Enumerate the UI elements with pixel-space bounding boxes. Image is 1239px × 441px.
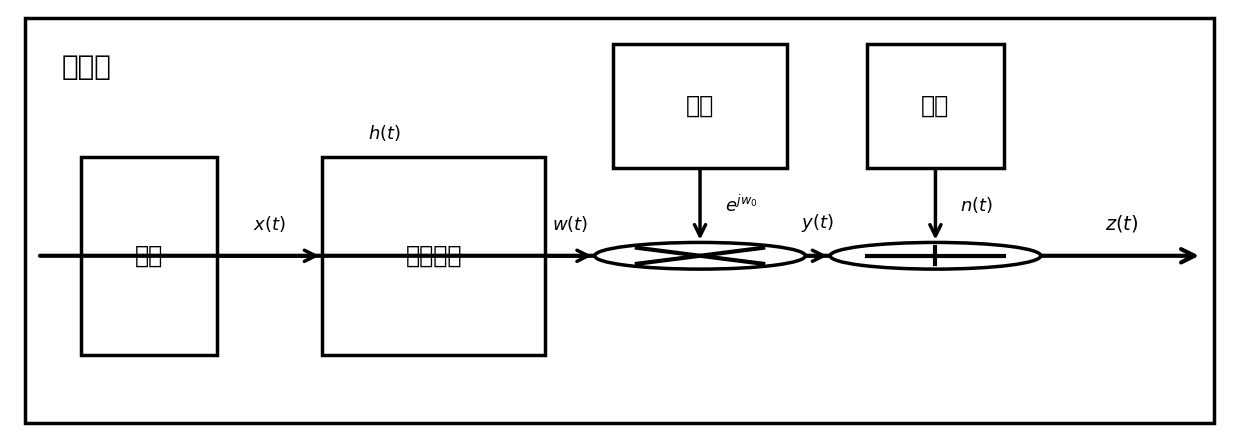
Text: $w(t)$: $w(t)$ xyxy=(551,214,589,234)
Ellipse shape xyxy=(595,243,805,269)
Text: 信源: 信源 xyxy=(135,244,162,268)
Text: $x(t)$: $x(t)$ xyxy=(253,214,286,234)
Text: 成型滤波: 成型滤波 xyxy=(405,244,462,268)
Text: $y(t)$: $y(t)$ xyxy=(802,212,834,234)
Text: 噪声: 噪声 xyxy=(922,94,949,118)
Text: 发射机: 发射机 xyxy=(62,53,112,81)
Bar xyxy=(613,44,787,168)
Bar xyxy=(322,157,545,355)
Text: 频偏: 频偏 xyxy=(686,94,714,118)
Text: $n(t)$: $n(t)$ xyxy=(960,195,994,215)
Bar xyxy=(867,44,1004,168)
Text: $h(t)$: $h(t)$ xyxy=(368,123,400,143)
Text: $e^{jw_0}$: $e^{jw_0}$ xyxy=(725,194,757,216)
Bar xyxy=(81,157,217,355)
Text: $z(t)$: $z(t)$ xyxy=(1104,213,1139,234)
Ellipse shape xyxy=(830,243,1041,269)
